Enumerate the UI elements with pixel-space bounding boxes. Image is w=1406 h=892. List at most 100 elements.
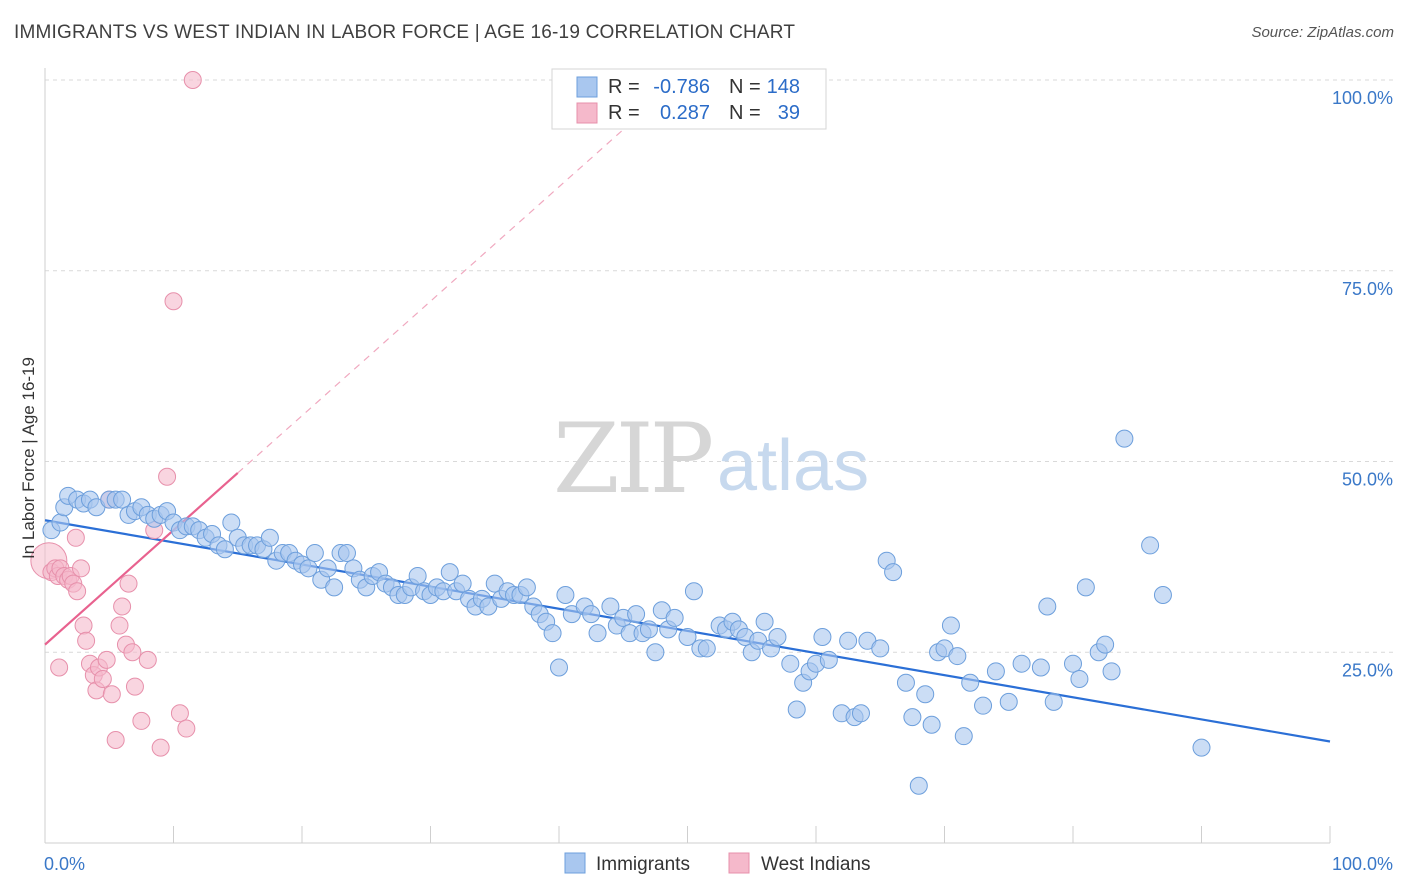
axes xyxy=(44,68,1331,844)
y-tick-labels: 25.0% 50.0% 75.0% 100.0% xyxy=(1332,88,1393,680)
immigrants-point xyxy=(215,540,234,559)
immigrants-point xyxy=(941,616,960,635)
immigrants-point xyxy=(408,566,427,585)
immigrants-point xyxy=(813,627,832,646)
west-indians-point xyxy=(113,597,132,616)
y-tick-label-75: 75.0% xyxy=(1342,279,1393,299)
west-indians-point xyxy=(183,71,202,89)
west-indians-point xyxy=(164,292,183,311)
west-indians-point xyxy=(132,711,151,730)
x-tick-label-max: 100.0% xyxy=(1332,854,1393,874)
y-tick-label-25: 25.0% xyxy=(1342,660,1393,680)
legend-r-label-2: R = xyxy=(608,102,640,124)
legend: R = -0.786 N = 148 R = 0.287 N = 39 xyxy=(551,68,827,130)
immigrants-point xyxy=(646,643,665,662)
west-indians-point xyxy=(93,669,112,688)
west-indians-trend-line xyxy=(44,472,239,646)
immigrants-point xyxy=(916,685,935,704)
immigrants-point xyxy=(1064,654,1082,673)
immigrants-point xyxy=(51,513,70,532)
source-label: Source: ZipAtlas.com xyxy=(1251,24,1394,41)
west-indians-point xyxy=(71,559,90,578)
immigrants-point xyxy=(627,605,646,624)
immigrants-point xyxy=(819,650,838,669)
data-points xyxy=(30,71,1211,795)
west-indians-point xyxy=(119,574,138,593)
west-indians-point xyxy=(138,650,157,669)
immigrants-point xyxy=(986,662,1005,681)
immigrants-point xyxy=(588,624,607,643)
immigrants-point xyxy=(222,513,241,532)
west-indians-point xyxy=(66,528,85,547)
x-tick-label-min: 0.0% xyxy=(44,854,85,874)
bottom-legend-west-indians: West Indians xyxy=(761,854,870,875)
legend-n-value-2: 39 xyxy=(778,102,800,124)
west-indians-point xyxy=(123,643,142,662)
immigrants-point xyxy=(1096,635,1115,654)
immigrants-point xyxy=(948,647,967,666)
immigrants-point xyxy=(582,605,601,624)
immigrants-point xyxy=(896,673,915,692)
immigrants-point xyxy=(871,639,890,658)
gridlines xyxy=(45,79,1393,653)
immigrants-point xyxy=(1031,658,1050,677)
immigrants-point xyxy=(1153,586,1172,605)
immigrants-point xyxy=(922,715,941,734)
immigrants-point xyxy=(260,528,279,547)
immigrants-point xyxy=(909,776,928,795)
y-tick-label-50: 50.0% xyxy=(1342,470,1393,490)
chart-title: IMMIGRANTS VS WEST INDIAN IN LABOR FORCE… xyxy=(14,22,796,43)
immigrants-point xyxy=(684,582,703,601)
west-indians-point xyxy=(68,582,87,601)
bottom-legend: Immigrants West Indians xyxy=(564,852,870,875)
bottom-legend-swatch-immigrants xyxy=(564,852,586,874)
west-indians-point xyxy=(74,616,93,635)
immigrants-point xyxy=(543,624,562,643)
watermark-zip: ZIP xyxy=(553,403,712,515)
west-indians-point xyxy=(102,685,121,704)
immigrants-point xyxy=(639,620,658,639)
watermark-atlas: atlas xyxy=(717,426,869,506)
west-indians-trend-extension xyxy=(237,129,624,474)
west-indians-point xyxy=(151,738,170,757)
immigrants-point xyxy=(903,708,922,727)
immigrants-point xyxy=(1102,662,1121,681)
immigrants-point xyxy=(440,563,459,582)
immigrants-point xyxy=(999,692,1018,711)
immigrants-point xyxy=(839,631,858,650)
watermark: ZIP atlas xyxy=(553,403,869,515)
immigrants-point xyxy=(601,597,620,616)
immigrants-point xyxy=(113,490,132,509)
immigrants-point xyxy=(851,704,870,723)
immigrants-point xyxy=(768,627,787,646)
bottom-legend-immigrants: Immigrants xyxy=(596,854,690,875)
immigrants-point xyxy=(697,639,716,658)
immigrants-point xyxy=(1044,692,1063,711)
immigrants-point xyxy=(305,544,324,563)
immigrants-point xyxy=(1141,536,1160,555)
immigrants-point xyxy=(1012,654,1031,673)
immigrants-point xyxy=(299,559,318,578)
west-indians-point xyxy=(170,704,189,723)
immigrants-point xyxy=(318,559,337,578)
immigrants-point xyxy=(1070,669,1089,688)
immigrants-point xyxy=(517,578,536,597)
y-tick-label-100: 100.0% xyxy=(1332,88,1393,108)
west-indians-point xyxy=(50,658,69,677)
immigrants-point xyxy=(884,563,903,582)
immigrants-point xyxy=(755,612,774,631)
west-indians-point xyxy=(177,719,196,738)
west-indians-point xyxy=(77,631,96,650)
immigrants-point xyxy=(665,608,684,627)
immigrants-point xyxy=(961,673,980,692)
legend-n-label-2: N = xyxy=(729,102,761,124)
immigrants-point xyxy=(325,578,344,597)
immigrants-point xyxy=(1192,738,1211,757)
legend-n-value-1: 148 xyxy=(767,76,800,98)
bottom-legend-swatch-west-indians xyxy=(728,852,750,874)
legend-box xyxy=(551,68,827,130)
immigrants-point xyxy=(954,727,973,746)
legend-swatch-immigrants xyxy=(576,76,598,98)
immigrants-point xyxy=(1076,578,1095,597)
